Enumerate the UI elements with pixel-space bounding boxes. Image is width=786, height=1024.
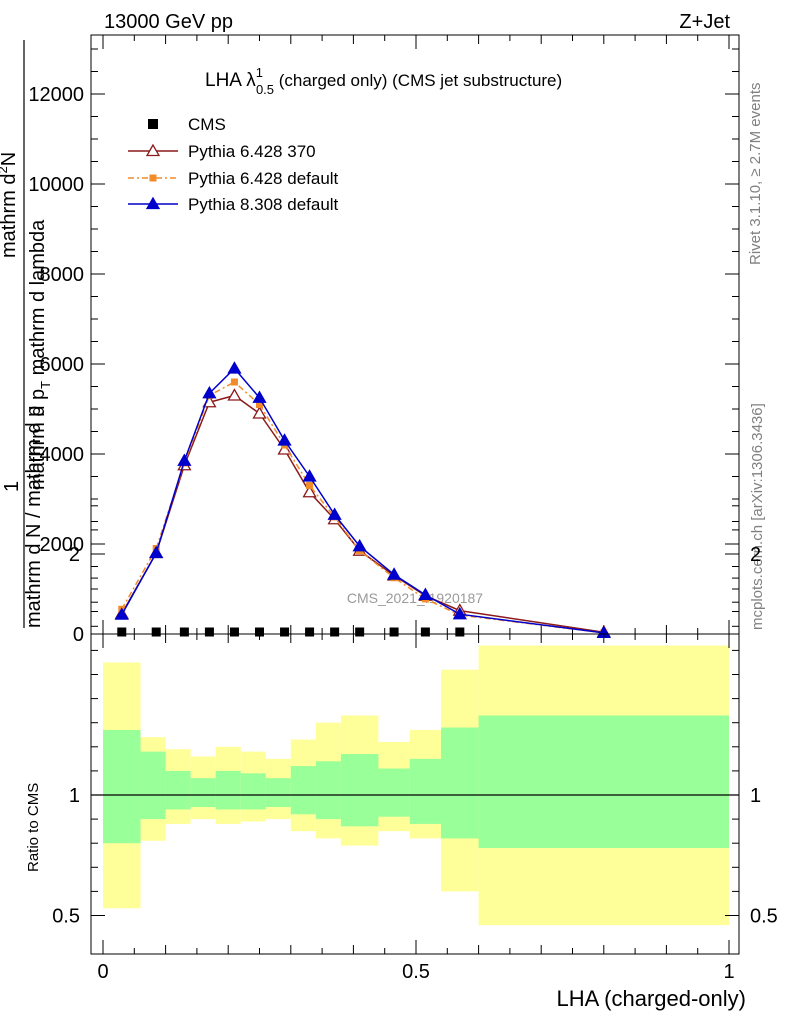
series-point (277, 433, 292, 446)
series-line (121, 394, 604, 633)
cms-point (204, 627, 214, 637)
ratio-y-axis: 0.5 0.5 1 1 2 2 (52, 505, 778, 928)
legend-marker-cms (148, 119, 158, 129)
ratio-band-inner (265, 778, 291, 808)
ratio-band-inner (340, 754, 379, 827)
series-point (177, 453, 192, 466)
ratio-y-tick-label-right: 1 (750, 785, 761, 807)
x-tick-label: 0 (97, 961, 108, 983)
main-series-group (114, 361, 611, 639)
main-y-label: mathrm d N / mathrm d p 1 mathrm d2N mat… (0, 40, 53, 628)
legend: CMS Pythia 6.428 370 Pythia 6.428 default P… (128, 115, 339, 214)
cms-point (280, 627, 290, 637)
series-point (149, 545, 164, 559)
ratio-y-tick-label-right: 2 (750, 544, 761, 566)
cms-point (229, 627, 239, 637)
main-y-tick-label: 8000 (40, 264, 85, 286)
series-point (418, 587, 433, 600)
ratio-band-inner (190, 778, 216, 808)
series-point (230, 378, 238, 386)
y-label-fraction-top: mathrm d2N (0, 152, 20, 258)
ratio-band-inner (240, 773, 266, 810)
ratio-band-inner (215, 770, 241, 810)
series-point (386, 567, 402, 580)
ratio-band-inner (165, 770, 191, 810)
cms-point (330, 627, 340, 637)
series-point (302, 469, 317, 482)
main-y-tick-label: 12000 (28, 84, 84, 106)
cms-point (255, 627, 264, 637)
ratio-bands (103, 645, 729, 926)
ratio-y-tick-label: 2 (69, 544, 80, 566)
main-y-tick-label: 10000 (28, 174, 84, 196)
main-y-tick-label: 6000 (40, 354, 85, 376)
ratio-y-tick-label: 1 (69, 785, 80, 807)
header-energy: 13000 GeV pp (104, 11, 233, 33)
legend-label: CMS (188, 115, 226, 134)
series-line (121, 367, 604, 634)
ratio-band-inner (103, 729, 141, 844)
series-point (256, 401, 263, 408)
plot-title: LHA λ1 0.5 (charged only) (CMS jet substr… (205, 65, 562, 97)
ratio-y-tick-label-right: 0.5 (750, 906, 778, 928)
main-x-ticks (102, 35, 730, 634)
ratio-y-tick-label: 0.5 (52, 906, 80, 928)
legend-label: Pythia 6.428 370 (188, 142, 316, 161)
legend-label: Pythia 6.428 default (188, 169, 339, 188)
ratio-band-inner (478, 715, 729, 849)
x-tick-label: 0.5 (402, 961, 430, 983)
legend-marker (145, 196, 161, 210)
cms-point (355, 627, 365, 637)
main-y-tick-label: 4000 (40, 444, 85, 466)
series-point (352, 538, 367, 552)
rivet-label: Rivet 3.1.10, ≥ 2.7M events (747, 83, 764, 266)
cms-point (420, 627, 430, 637)
cms-point (389, 627, 399, 637)
cms-point (305, 627, 315, 637)
ratio-band-inner (140, 751, 166, 820)
ratio-y-label: Ratio to CMS (25, 783, 42, 872)
series-point (327, 507, 342, 520)
ratio-band-inner (378, 768, 410, 817)
series-point (252, 406, 267, 419)
series-point (227, 361, 242, 374)
series-point (202, 385, 217, 399)
y-label-fraction-bottom: mathrm d pT mathrm d lambda (27, 219, 53, 490)
ratio-band-inner (409, 758, 442, 824)
x-tick-label: 1 (723, 961, 734, 983)
legend-marker (145, 143, 161, 157)
cms-point (117, 627, 127, 637)
series-point (252, 390, 267, 403)
ratio-band-inner (290, 766, 316, 815)
legend-label: Pythia 8.308 default (188, 195, 339, 214)
cms-point (455, 627, 465, 637)
main-y-tick-label: 2000 (40, 534, 85, 556)
ratio-panel-frame (90, 633, 740, 955)
series-point (114, 607, 129, 620)
series-point (306, 482, 314, 489)
y-label-denominator: mathrm d N / mathrm d p (23, 406, 45, 628)
x-axis-label: LHA (charged-only) (556, 986, 746, 1011)
ratio-band-inner (315, 761, 341, 820)
cms-point (179, 627, 189, 637)
series-point (302, 484, 317, 498)
mcplots-label: mcplots.cern.ch [arXiv:1306.3436] (749, 403, 766, 630)
y-label-one: 1 (1, 481, 23, 492)
series-point (452, 606, 467, 620)
ratio-x-axis: 0 0.5 1 (97, 634, 735, 983)
main-y-tick-label: 0 (73, 624, 84, 646)
legend-marker (149, 174, 157, 182)
series-line (121, 381, 604, 634)
header-process: Z+Jet (679, 11, 730, 33)
cms-point (151, 627, 161, 637)
analysis-watermark: CMS_2021_I1920187 (347, 590, 483, 606)
main-y-axis: 0 2000 4000 6000 8000 10000 12000 (28, 48, 739, 646)
series-point (227, 388, 242, 401)
ratio-band-inner (441, 727, 479, 839)
